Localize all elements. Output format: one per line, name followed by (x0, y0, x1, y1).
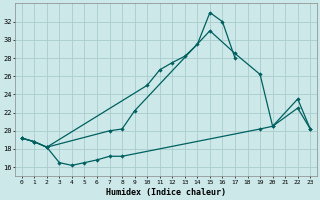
X-axis label: Humidex (Indice chaleur): Humidex (Indice chaleur) (106, 188, 226, 197)
